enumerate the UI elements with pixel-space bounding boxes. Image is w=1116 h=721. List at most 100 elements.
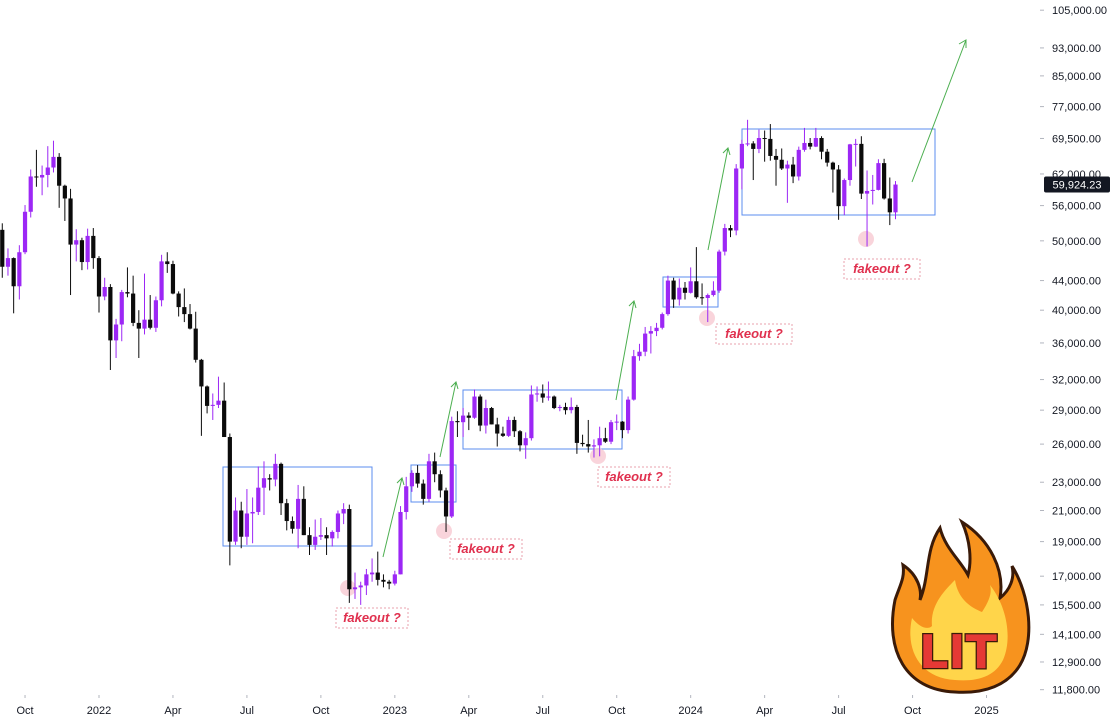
candle-body — [552, 396, 557, 409]
arrow — [439, 381, 459, 458]
y-tick-label: 21,000.00 — [1052, 506, 1101, 518]
candle-body — [825, 151, 830, 163]
fakeout-circle — [858, 231, 874, 247]
candle-body — [882, 163, 887, 199]
arrow — [707, 147, 731, 251]
x-tick-label: 2025 — [974, 705, 998, 717]
candle-body — [506, 419, 511, 436]
candle-body — [108, 286, 113, 341]
candle-body — [739, 143, 744, 169]
candle-body — [290, 521, 295, 529]
arrow — [911, 39, 967, 183]
candle-body — [341, 509, 346, 514]
sticker-text: LIT — [919, 625, 997, 679]
candle-body — [113, 324, 119, 341]
candle-body — [313, 536, 318, 545]
x-tick-label: Apr — [460, 705, 477, 717]
candle-body — [637, 351, 642, 357]
fakeout-label: fakeout ? — [725, 326, 783, 341]
candle-body — [352, 587, 358, 590]
y-tick-label: 50,000.00 — [1052, 236, 1101, 248]
candle-body — [40, 174, 45, 178]
candle-body — [847, 144, 853, 181]
candle-body — [142, 319, 147, 329]
fakeout-labels: fakeout ? fakeout ? fakeout ? fakeout ? … — [335, 258, 921, 629]
candle-body — [603, 438, 608, 442]
candle-body — [665, 280, 671, 315]
candle-body — [472, 396, 477, 418]
candle-body — [694, 281, 699, 298]
candle-body — [569, 406, 574, 411]
candle-body — [148, 319, 153, 328]
candle-body — [216, 400, 221, 405]
y-tick-label: 17,000.00 — [1052, 571, 1101, 583]
candle-body — [210, 404, 215, 406]
candle-body — [28, 176, 33, 212]
y-tick-label: 105,000.00 — [1052, 5, 1107, 17]
candle-body — [375, 572, 380, 580]
x-tick-label: Oct — [608, 705, 625, 717]
candle-body — [296, 498, 301, 529]
candle-body — [461, 415, 466, 423]
x-tick-label: 2023 — [383, 705, 407, 717]
fakeout-label: fakeout ? — [853, 261, 911, 276]
candle-body — [409, 472, 415, 487]
x-tick-label: Oct — [16, 705, 33, 717]
candle-body — [830, 162, 836, 170]
candle-body — [887, 198, 892, 213]
candle-body — [859, 143, 864, 194]
pink-circles — [340, 231, 874, 596]
y-tick-label: 19,000.00 — [1052, 537, 1101, 549]
candle-body — [125, 292, 130, 294]
candle-body — [62, 185, 67, 199]
candle-body — [381, 579, 386, 582]
candle-body — [398, 511, 403, 575]
candle-body — [438, 474, 443, 491]
candle-body — [131, 293, 136, 323]
fakeout-circle — [699, 310, 715, 326]
candle-body — [682, 287, 688, 293]
candle-body — [517, 431, 523, 446]
fakeout-circle — [436, 523, 452, 539]
candle-body — [648, 331, 653, 334]
arrow — [615, 300, 637, 401]
y-tick-label: 29,000.00 — [1052, 405, 1101, 417]
candle-body — [324, 535, 329, 539]
y-tick-label: 40,000.00 — [1052, 305, 1101, 317]
candle-body — [836, 169, 841, 207]
candle-body — [802, 142, 807, 150]
candle-body — [597, 438, 602, 446]
candle-body — [762, 138, 767, 140]
candle-body — [580, 442, 585, 445]
candle-body — [466, 415, 471, 418]
candle-body — [534, 393, 540, 395]
x-tick-label: Apr — [164, 705, 181, 717]
candle-body — [432, 461, 437, 475]
candle-body — [563, 406, 568, 411]
candle-body — [68, 198, 73, 245]
candle-body — [574, 406, 579, 443]
range-box — [222, 466, 373, 547]
candle-body — [785, 164, 790, 169]
candle-body — [193, 328, 198, 360]
y-tick-label: 85,000.00 — [1052, 71, 1101, 83]
candle-body — [643, 333, 648, 352]
candle-body — [57, 156, 62, 186]
candle-body — [256, 487, 261, 512]
candle-body — [79, 240, 85, 263]
candle-body — [790, 164, 796, 177]
candle-body — [426, 461, 432, 499]
y-tick-label: 26,000.00 — [1052, 439, 1101, 451]
last-price-label: 59,924.23 — [1053, 180, 1102, 192]
candle-body — [449, 421, 454, 517]
candle-body — [170, 264, 176, 294]
candle-body — [893, 184, 898, 213]
candle-body — [136, 322, 141, 329]
candle-body — [705, 295, 710, 299]
candle-body — [91, 235, 96, 259]
candle-body — [819, 138, 824, 152]
flame-inner — [910, 580, 1008, 681]
x-tick-label: Jul — [536, 705, 550, 717]
